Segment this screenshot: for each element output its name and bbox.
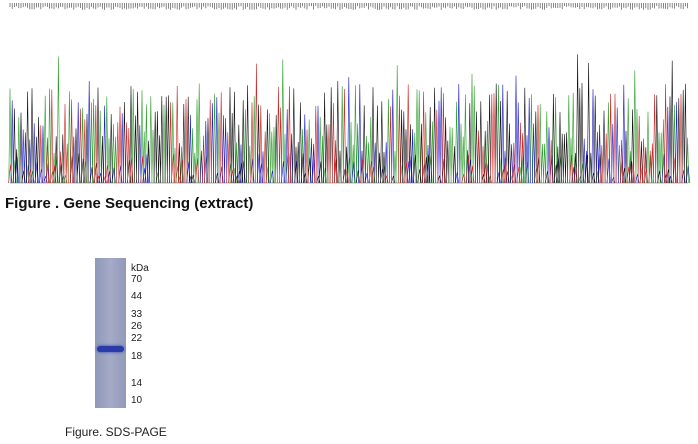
marker-label: 70 — [131, 274, 143, 285]
marker-label: 22 — [131, 333, 143, 344]
gel-lane — [95, 258, 126, 408]
chromatogram — [8, 3, 690, 184]
trace — [10, 75, 690, 184]
gel-caption: Figure. SDS-PAGE — [65, 425, 167, 439]
marker-label: 26 — [131, 321, 143, 332]
marker-label: 14 — [131, 378, 143, 389]
marker-label: 44 — [131, 291, 143, 302]
unit-label: kDa — [131, 263, 149, 274]
marker-label: 33 — [131, 309, 143, 320]
marker-label: 18 — [131, 351, 143, 362]
marker-label: 10 — [131, 395, 143, 406]
trace — [8, 63, 683, 184]
sequencing-caption: Figure . Gene Sequencing (extract) — [5, 195, 254, 212]
base-calls — [9, 3, 688, 10]
trace — [12, 54, 687, 184]
protein-band — [97, 346, 124, 352]
